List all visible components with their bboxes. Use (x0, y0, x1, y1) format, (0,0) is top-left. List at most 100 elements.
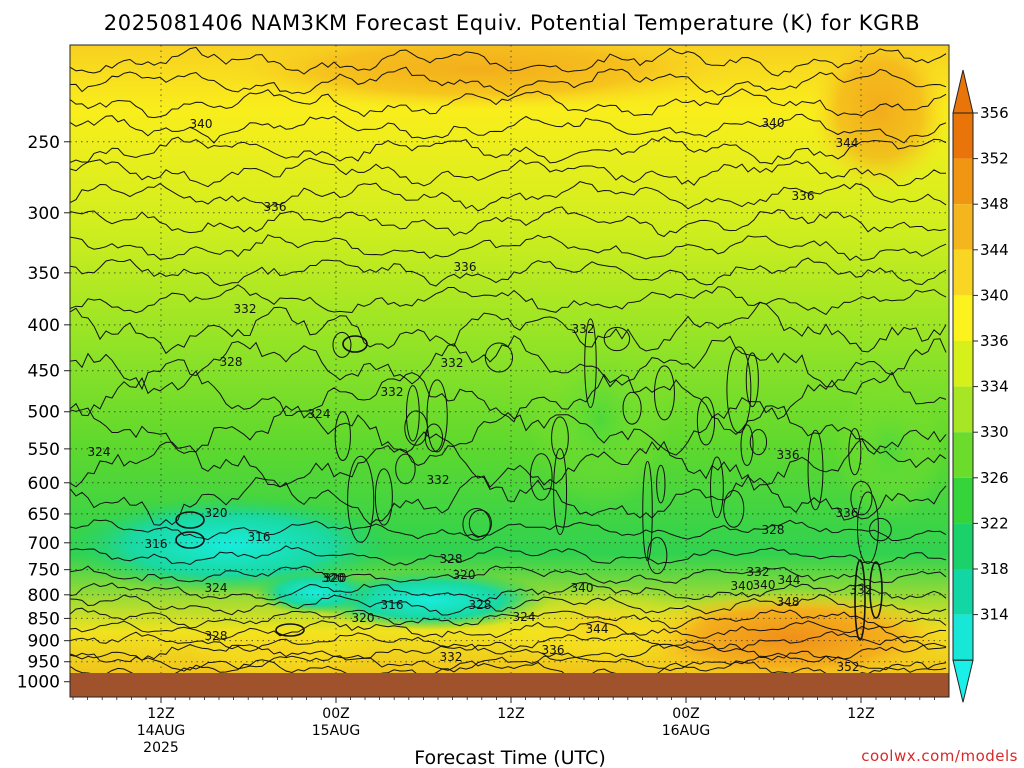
contour-label: 336 (454, 260, 477, 274)
green-region-mid-right (835, 380, 945, 520)
colorbar-tick-label: 348 (980, 195, 1009, 213)
contour-line (70, 594, 947, 616)
contour-label: 344 (778, 573, 801, 587)
contour-loop (462, 508, 491, 541)
contour-label: 340 (762, 116, 785, 130)
credit-text: coolwx.com/models (861, 747, 1018, 765)
contour-loop (749, 428, 768, 456)
contour-line (70, 46, 947, 77)
x-tick-label: 00Z (322, 706, 349, 722)
contour-loop (175, 531, 205, 549)
contour-line (70, 405, 947, 456)
contour-loop (584, 318, 597, 408)
colorbar: 356 352 348 344 340 336 334 330 326 322 318 314 (952, 69, 1009, 703)
y-tick-label: 400 (28, 316, 60, 336)
contour-label: 332 (441, 356, 464, 370)
x-tick-label: 12Z (847, 706, 874, 722)
contour-label: 324 (88, 445, 111, 459)
contour-label: 332 (381, 385, 404, 399)
contour-loop (405, 385, 420, 442)
contour-line (70, 113, 947, 144)
contour-label: 328 (762, 523, 785, 537)
cyan-region-left (70, 495, 400, 595)
contour-label: 324 (513, 610, 536, 624)
contour-label: 316 (248, 530, 271, 544)
contour-label: 324 (308, 407, 331, 421)
y-tick-label: 600 (28, 474, 60, 494)
contour-loop (710, 456, 724, 519)
contour-label: 340 (571, 581, 594, 595)
contour-line (70, 659, 947, 681)
contour-label: 320 (322, 571, 345, 585)
contour-line (70, 607, 947, 630)
x-tick-label: 15AUG (312, 723, 361, 739)
contour-line (70, 545, 947, 566)
contour-label: 336 (777, 448, 800, 462)
contour-loop (745, 352, 759, 408)
contour-line (70, 257, 947, 287)
colorbar-tick-label: 322 (980, 514, 1009, 532)
chart-title: 2025081406 NAM3KM Forecast Equiv. Potent… (104, 11, 920, 35)
contour-loop (740, 424, 754, 467)
contour-loop (275, 623, 305, 637)
y-tick-label: 350 (28, 264, 60, 284)
y-tick-label: 900 (28, 632, 60, 652)
y-tick-label: 250 (28, 133, 60, 153)
colorbar-bottom-arrow (952, 659, 974, 703)
y-tick-label: 800 (28, 586, 60, 606)
contour-loop (723, 489, 745, 528)
contour-loop (807, 429, 824, 511)
contour-loop (374, 468, 393, 526)
contour-label: 348 (777, 595, 800, 609)
contour-label: 344 (836, 136, 859, 150)
colorbar-segment (953, 569, 973, 615)
contour-loop (342, 335, 368, 353)
contour-label: 340 (731, 579, 754, 593)
y-tick-label: 950 (28, 653, 60, 673)
colorbar-tick-label: 344 (980, 241, 1009, 259)
colorbar-segment (953, 523, 973, 569)
contour-line (70, 519, 947, 541)
contour-line (70, 370, 947, 423)
contour-loop (869, 561, 883, 619)
contour-loop (551, 416, 569, 460)
contour-loop (857, 491, 879, 565)
colorbar-segment (953, 341, 973, 387)
contour-line (70, 157, 947, 188)
y-tick-label: 700 (28, 534, 60, 554)
x-tick-label: 2025 (143, 740, 179, 756)
contour-loop (854, 559, 866, 641)
y-tick-label: 300 (28, 204, 60, 224)
contour-label: 328 (205, 629, 228, 643)
x-tick-label: 16AUG (662, 723, 711, 739)
contour-line (70, 181, 947, 212)
contour-label: 336 (542, 643, 565, 657)
contour-loop (426, 379, 448, 453)
contour-loop (653, 365, 675, 421)
contour-loop (848, 428, 862, 476)
contour-loop (656, 464, 666, 504)
x-tick-label: 14AUG (137, 723, 186, 739)
y-tick-label: 1000 (17, 673, 60, 693)
contour-loop (332, 331, 352, 358)
contour-loop (603, 326, 631, 352)
colorbar-tick-label: 314 (980, 606, 1009, 624)
colorbar-segment (953, 386, 973, 433)
y-tick-label: 750 (28, 561, 60, 581)
contour-label: 328 (220, 355, 243, 369)
contour-label: 332 (234, 302, 257, 316)
warm-region-low-left (190, 622, 370, 678)
contour-loop (647, 536, 668, 575)
contour-loop (642, 460, 653, 562)
contour-label: 324 (205, 581, 228, 595)
contour-label: 332 (572, 322, 595, 336)
y-tick-label: 550 (28, 440, 60, 460)
contour-label: 340 (190, 117, 213, 131)
contour-loop (696, 396, 716, 446)
contour-label: 336 (836, 506, 859, 520)
contour-line (70, 234, 947, 261)
green-region-mid (530, 330, 670, 510)
contour-label: 320 (352, 611, 375, 625)
